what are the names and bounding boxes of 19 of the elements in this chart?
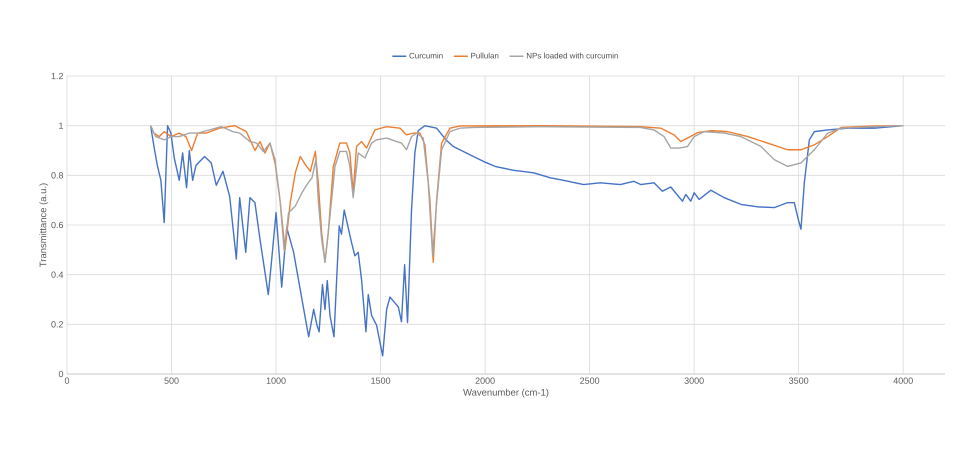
- x-tick-label: 2000: [476, 378, 495, 384]
- y-tick-label: 0.8: [51, 172, 64, 179]
- x-tick-label: 500: [164, 378, 179, 384]
- x-axis-title: Wavenumber (cm-1): [463, 388, 548, 398]
- x-tick-label: 3500: [789, 378, 808, 384]
- x-tick-label: 3000: [684, 378, 704, 384]
- y-tick-label: 0: [58, 370, 64, 378]
- x-tick-label: 4000: [893, 378, 913, 384]
- x-tick-label: 0: [64, 378, 70, 384]
- y-tick-label: 1: [59, 122, 64, 129]
- x-tick-label: 1000: [266, 378, 286, 384]
- y-axis-title: Transmittance (a.u.): [39, 183, 48, 267]
- line-series: [150, 124, 904, 263]
- y-tick-label: 0.6: [51, 222, 64, 228]
- x-tick-label: 2500: [580, 378, 600, 384]
- y-tick-label: 0.2: [51, 321, 64, 328]
- y-tick-label: 0.4: [51, 271, 64, 278]
- y-tick-label: 1.2: [52, 72, 64, 80]
- x-tick-label: 1500: [371, 378, 390, 384]
